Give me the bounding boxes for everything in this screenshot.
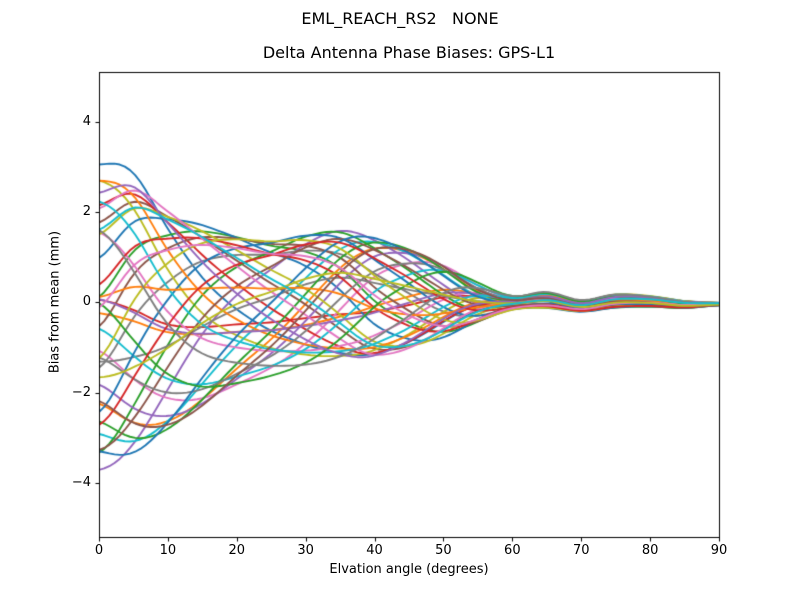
x-axis-label: Elvation angle (degrees) <box>329 562 489 577</box>
x-tick-label: 90 <box>710 543 728 558</box>
x-tick-label: 0 <box>94 543 104 558</box>
x-tick-label: 70 <box>572 543 590 558</box>
x-tick-label: 60 <box>504 543 521 558</box>
x-tick-label: 40 <box>366 543 383 558</box>
y-tick-label: −2 <box>71 384 91 400</box>
x-tick-label: 50 <box>435 543 452 558</box>
x-tick-label: 80 <box>641 543 659 558</box>
y-tick-label: 0 <box>82 294 91 310</box>
axes-title: Delta Antenna Phase Biases: GPS-L1 <box>262 43 556 62</box>
y-tick-label: 2 <box>82 203 91 219</box>
x-tick-label: 30 <box>297 543 314 558</box>
x-tick-label: 20 <box>228 543 246 558</box>
y-tick-label: 4 <box>82 113 91 129</box>
y-tick-label: −4 <box>71 474 91 490</box>
figure-title: EML_REACH_RS2 NONE <box>301 9 499 28</box>
x-tick-label: 10 <box>159 543 177 558</box>
